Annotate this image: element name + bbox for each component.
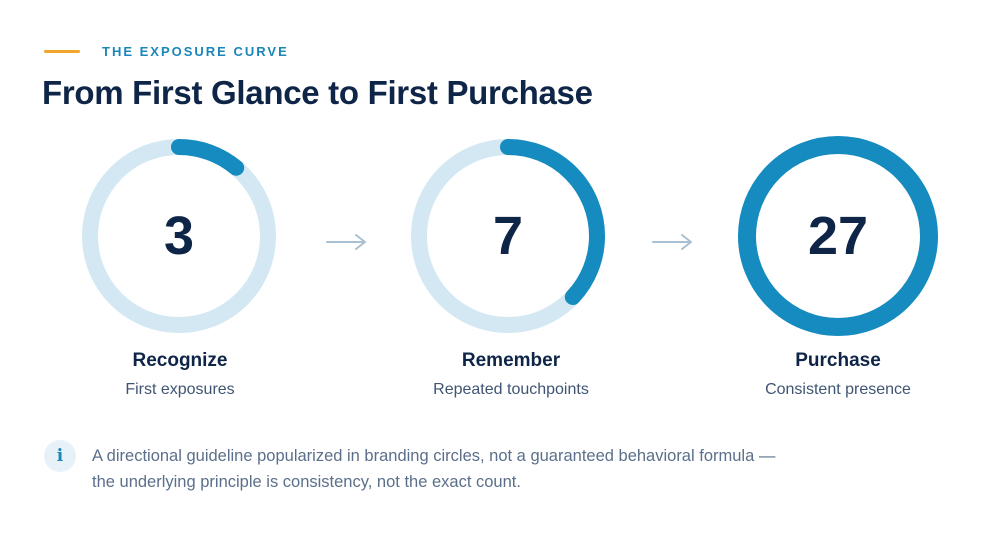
- step-label: Remember: [461, 350, 561, 371]
- footnote: A directional guideline popularized in b…: [92, 443, 892, 495]
- progress-ring: [411, 139, 605, 333]
- step-subtitle: Consistent presence: [765, 381, 911, 398]
- footnote-line-1: A directional guideline popularized in b…: [92, 447, 776, 465]
- eyebrow-text: THE EXPOSURE CURVE: [102, 44, 289, 59]
- arrow-right-icon: [652, 234, 692, 250]
- footnote-line-2: the underlying principle is consistency,…: [92, 473, 521, 491]
- step-value: 7: [492, 206, 524, 266]
- step-subtitle: First exposures: [125, 381, 235, 398]
- step-value: 3: [163, 206, 195, 266]
- progress-ring: [738, 136, 938, 336]
- progress-ring: [82, 139, 276, 333]
- eyebrow: THE EXPOSURE CURVE: [44, 44, 289, 59]
- step-value: 27: [807, 206, 869, 266]
- arrow-right-icon: [326, 234, 366, 250]
- step-ring-recognize: 3: [80, 137, 278, 335]
- info-icon: i: [44, 440, 76, 472]
- page-title: From First Glance to First Purchase: [42, 74, 593, 111]
- step-subtitle: Repeated touchpoints: [433, 381, 589, 398]
- step-ring-purchase: 27: [737, 135, 939, 337]
- ring-progress: [411, 139, 605, 333]
- eyebrow-accent-line: [44, 50, 80, 53]
- ring-progress: [82, 139, 276, 333]
- ring-progress: [738, 136, 938, 336]
- step-label: Purchase: [795, 350, 881, 371]
- step-label: Recognize: [132, 350, 228, 371]
- step-ring-remember: 7: [409, 137, 607, 335]
